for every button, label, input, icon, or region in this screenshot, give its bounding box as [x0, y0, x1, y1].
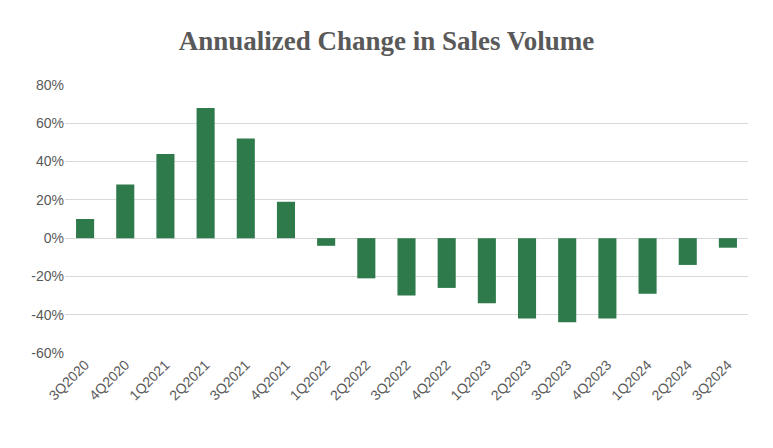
- svg-text:3Q2021: 3Q2021: [206, 357, 253, 404]
- svg-text:60%: 60%: [36, 115, 64, 131]
- svg-text:1Q2024: 1Q2024: [608, 357, 655, 404]
- svg-text:4Q2021: 4Q2021: [246, 357, 293, 404]
- svg-text:0%: 0%: [44, 230, 64, 246]
- svg-text:3Q2023: 3Q2023: [528, 357, 575, 404]
- svg-text:4Q2023: 4Q2023: [568, 357, 615, 404]
- svg-text:-20%: -20%: [31, 268, 64, 284]
- svg-text:-60%: -60%: [31, 345, 64, 361]
- svg-text:20%: 20%: [36, 192, 64, 208]
- svg-text:2Q2023: 2Q2023: [488, 357, 535, 404]
- svg-text:40%: 40%: [36, 153, 64, 169]
- svg-text:1Q2021: 1Q2021: [126, 357, 173, 404]
- svg-text:-40%: -40%: [31, 307, 64, 323]
- svg-text:4Q2020: 4Q2020: [86, 357, 133, 404]
- svg-text:2Q2022: 2Q2022: [327, 357, 374, 404]
- svg-text:80%: 80%: [36, 77, 64, 93]
- svg-text:3Q2024: 3Q2024: [688, 357, 735, 404]
- svg-text:1Q2023: 1Q2023: [447, 357, 494, 404]
- svg-text:2Q2024: 2Q2024: [648, 357, 695, 404]
- svg-text:4Q2022: 4Q2022: [407, 357, 454, 404]
- svg-text:2Q2021: 2Q2021: [166, 357, 213, 404]
- svg-text:1Q2022: 1Q2022: [287, 357, 334, 404]
- svg-text:Annualized Change in Sales Vol: Annualized Change in Sales Volume: [179, 26, 595, 56]
- svg-text:3Q2022: 3Q2022: [367, 357, 414, 404]
- svg-text:3Q2020: 3Q2020: [46, 357, 93, 404]
